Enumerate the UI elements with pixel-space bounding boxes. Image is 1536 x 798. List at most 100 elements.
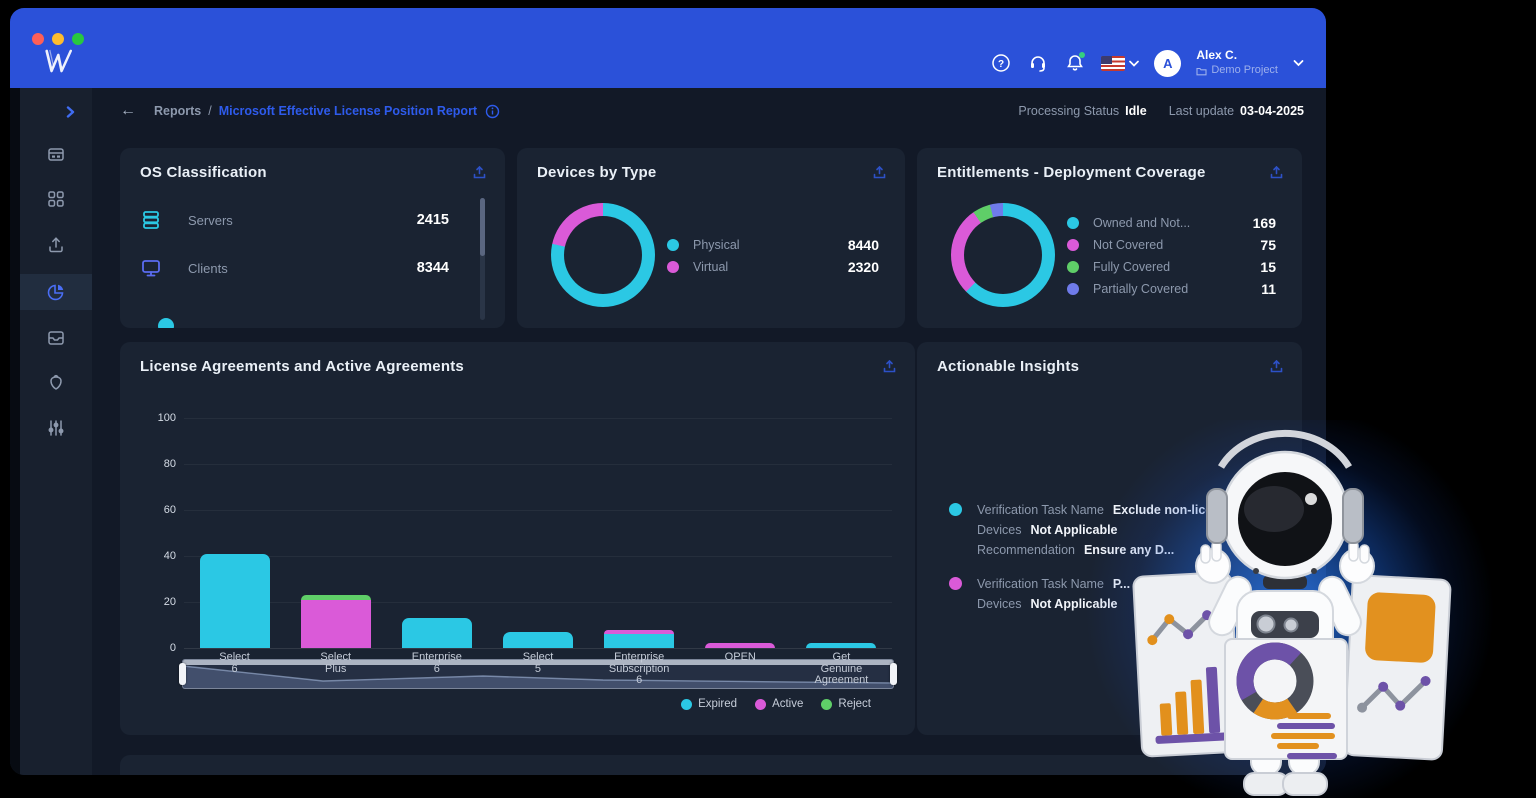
- devices-legend: Physical 8440 Virtual 2320: [667, 234, 879, 278]
- insight-item: Verification Task Name Exclude non-lice..…: [949, 500, 1286, 560]
- legend-label: Owned and Not...: [1093, 216, 1191, 230]
- os-scrollbar-thumb[interactable]: [480, 198, 485, 256]
- card-title: Devices by Type: [537, 164, 657, 181]
- sidebar-item-reports[interactable]: [20, 274, 92, 310]
- devices-icon: [48, 148, 64, 161]
- insight-label: Verification Task Name: [977, 577, 1104, 591]
- project-name: Demo Project: [1211, 64, 1278, 76]
- legend-label: Virtual: [693, 260, 729, 274]
- help-icon[interactable]: ?: [990, 52, 1012, 74]
- legend-value: 15: [1260, 259, 1276, 275]
- legend-item[interactable]: Partially Covered 11: [1067, 278, 1276, 300]
- card-title: Actionable Insights: [937, 358, 1080, 375]
- os-scrollbar[interactable]: [480, 198, 485, 320]
- x-axis-label: Select 6: [219, 651, 250, 675]
- bar-segment-active: [604, 629, 675, 635]
- y-axis-tick: 0: [169, 642, 176, 654]
- os-value: 2415: [416, 212, 449, 228]
- legend-value: 75: [1260, 237, 1276, 253]
- bell-icon[interactable]: [1064, 52, 1086, 74]
- legend-label: Expired: [698, 698, 738, 710]
- legend-item[interactable]: Reject: [821, 698, 871, 710]
- legend-item[interactable]: Owned and Not... 169: [1067, 212, 1276, 234]
- bar-segment-expired: [199, 553, 270, 648]
- sidebar-item-filters[interactable]: [20, 410, 92, 446]
- chevron-down-icon[interactable]: [1293, 59, 1304, 67]
- insight-value: Not Applicable: [1030, 523, 1118, 537]
- legend-item[interactable]: Expired: [681, 698, 737, 710]
- legend-item[interactable]: Not Covered 75: [1067, 234, 1276, 256]
- insight-value: Ensure any D...: [1083, 543, 1175, 557]
- bar-segment-expired: [604, 634, 675, 648]
- legend-value: 2320: [847, 259, 879, 275]
- apps-grid-icon: [48, 191, 64, 207]
- project-switcher[interactable]: Demo Project: [1196, 64, 1278, 77]
- legend-label: Reject: [838, 698, 871, 710]
- y-axis-tick: 80: [163, 458, 176, 470]
- report-info-icon[interactable]: [485, 104, 500, 119]
- legend-dot: [667, 261, 679, 273]
- brush-minimap: [183, 665, 893, 688]
- card-title: License Agreements and Active Agreements: [140, 358, 464, 375]
- donut-hole: [964, 216, 1042, 294]
- download-icon[interactable]: [1268, 164, 1286, 182]
- main-content: ← Reports / Microsoft Effective License …: [92, 88, 1326, 775]
- headset-icon[interactable]: [1027, 52, 1049, 74]
- y-axis-tick: 100: [157, 412, 176, 424]
- legend-item[interactable]: Active: [755, 698, 803, 710]
- insight-value: Exclude non-lice...: [1112, 503, 1223, 517]
- os-row: Clients 8344: [140, 244, 449, 292]
- chart-range-brush[interactable]: [179, 659, 897, 689]
- sidebar-expand-toggle[interactable]: [56, 100, 84, 124]
- legend-dot: [667, 239, 679, 251]
- left-gutter: [10, 88, 20, 775]
- bar-segment-active: [705, 643, 776, 648]
- last-update: Last update 03-04-2025: [1168, 104, 1304, 118]
- minimize-window-button[interactable]: [52, 33, 64, 45]
- donut-hole: [564, 216, 642, 294]
- sidebar-item-upload[interactable]: [20, 227, 92, 263]
- legend-item[interactable]: Fully Covered 15: [1067, 256, 1276, 278]
- download-icon[interactable]: [871, 164, 889, 182]
- user-avatar[interactable]: A: [1154, 49, 1182, 77]
- back-button[interactable]: ←: [120, 102, 136, 119]
- brush-handle-right[interactable]: [890, 663, 897, 685]
- breadcrumb-current[interactable]: Microsoft Effective License Position Rep…: [218, 104, 478, 118]
- download-icon[interactable]: [471, 164, 489, 182]
- bar-segment-expired: [503, 631, 573, 648]
- sliders-icon: [48, 420, 64, 436]
- legend-value: 8440: [847, 237, 879, 253]
- sidebar-item-inbox[interactable]: [20, 320, 92, 356]
- brush-scrollbar[interactable]: [183, 660, 893, 665]
- sidebar-item-security[interactable]: [20, 365, 92, 401]
- language-selector[interactable]: [1101, 55, 1140, 71]
- app-window: ? A Alex C. Demo Pr: [10, 8, 1326, 775]
- legend-label: Partially Covered: [1093, 282, 1189, 296]
- bar-segment-expired: [806, 643, 877, 648]
- os-label: Servers: [188, 212, 233, 228]
- legend-dot: [1067, 217, 1079, 229]
- brush-handle-left[interactable]: [179, 663, 186, 685]
- bar-chart-legend: Expired Active Reject: [681, 698, 871, 710]
- sidebar-item-devices[interactable]: [20, 137, 92, 173]
- x-axis-label: Select 5: [522, 651, 554, 675]
- os-next-item-partial: [158, 318, 174, 328]
- download-icon[interactable]: [881, 358, 899, 376]
- breadcrumb-root[interactable]: Reports: [154, 104, 202, 118]
- legend-item[interactable]: Virtual 2320: [667, 256, 879, 278]
- legend-dot: [821, 698, 833, 710]
- card-license-agreements: License Agreements and Active Agreements: [120, 342, 915, 735]
- bar-chart-plot: 0 20 40 60 80 100 Select 6 Select Plus Enterprise 6…: [158, 412, 897, 689]
- insight-row: Verification Task Name Exclude non-lice..…: [977, 500, 1286, 520]
- x-axis-label: Select Plus: [320, 651, 351, 675]
- sidebar-item-apps[interactable]: [20, 181, 92, 217]
- close-window-button[interactable]: [32, 33, 44, 45]
- maximize-window-button[interactable]: [72, 33, 84, 45]
- legend-dot: [1067, 283, 1079, 295]
- legend-item[interactable]: Physical 8440: [667, 234, 879, 256]
- insight-row: Devices Not Applicable: [977, 594, 1286, 614]
- download-icon[interactable]: [1268, 358, 1286, 376]
- bar-segment-reject: [300, 595, 371, 600]
- bar-segment-expired: [401, 618, 472, 648]
